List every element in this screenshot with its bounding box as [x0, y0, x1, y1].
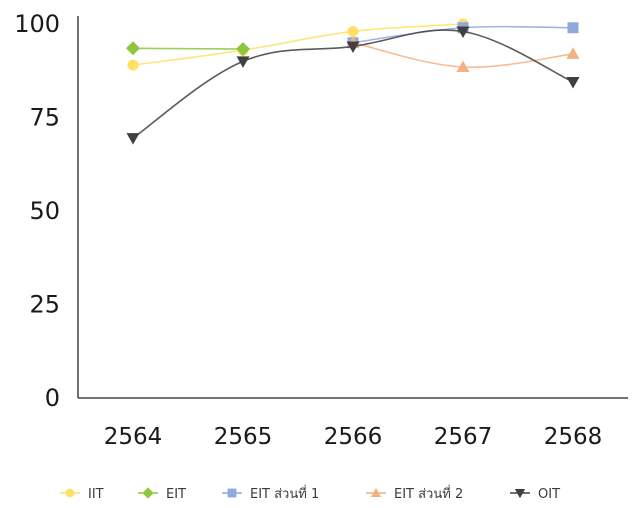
- legend-marker: [142, 487, 154, 499]
- chart-legend: IIT EIT EIT ส่วนที่ 1 EIT ส่วนที่ 2 OIT: [60, 485, 560, 502]
- x-tick-label: 2564: [104, 424, 163, 450]
- series-0: [127, 18, 469, 71]
- legend-item: IIT: [60, 487, 104, 502]
- data-point: [126, 133, 140, 145]
- series-line: [132, 47, 244, 50]
- x-tick-label: 2567: [434, 424, 493, 450]
- legend-label: IIT: [88, 487, 104, 502]
- legend-marker: [370, 487, 382, 497]
- legend-marker: [227, 488, 237, 498]
- data-point: [126, 41, 140, 56]
- legend-label: EIT ส่วนที่ 2: [394, 485, 463, 502]
- y-tick-label: 75: [29, 104, 60, 132]
- series-line: [132, 23, 464, 66]
- legend-item: EIT ส่วนที่ 1: [222, 485, 319, 502]
- legend-marker: [65, 488, 75, 498]
- data-point: [347, 25, 359, 37]
- data-point: [456, 26, 470, 38]
- data-point: [566, 76, 580, 89]
- x-tick-label: 2568: [544, 424, 603, 450]
- legend-marker: [514, 489, 526, 499]
- legend-label: EIT: [166, 487, 186, 502]
- series-4: [126, 26, 580, 145]
- data-point: [456, 60, 470, 73]
- data-point: [346, 41, 360, 53]
- legend-label: EIT ส่วนที่ 1: [250, 485, 319, 502]
- data-point: [127, 59, 139, 71]
- data-point: [236, 56, 250, 68]
- legend-item: OIT: [510, 487, 560, 502]
- data-point: [566, 47, 580, 59]
- x-tick-label: 2565: [214, 424, 273, 450]
- y-tick-label: 50: [29, 197, 60, 225]
- legend-label: OIT: [538, 487, 560, 502]
- y-tick-label: 100: [14, 10, 60, 38]
- series-1: [126, 41, 250, 57]
- x-tick-label: 2566: [324, 424, 383, 450]
- chart-series: [126, 18, 580, 145]
- legend-item: EIT ส่วนที่ 2: [366, 485, 463, 502]
- data-point: [567, 22, 579, 34]
- y-tick-label: 25: [29, 291, 60, 319]
- y-tick-label: 0: [45, 384, 60, 412]
- legend-item: EIT: [138, 487, 186, 502]
- chart-axes: 0 25 50 75 100 2564 2565 2566 2567 2568: [14, 10, 628, 450]
- data-point: [236, 42, 250, 57]
